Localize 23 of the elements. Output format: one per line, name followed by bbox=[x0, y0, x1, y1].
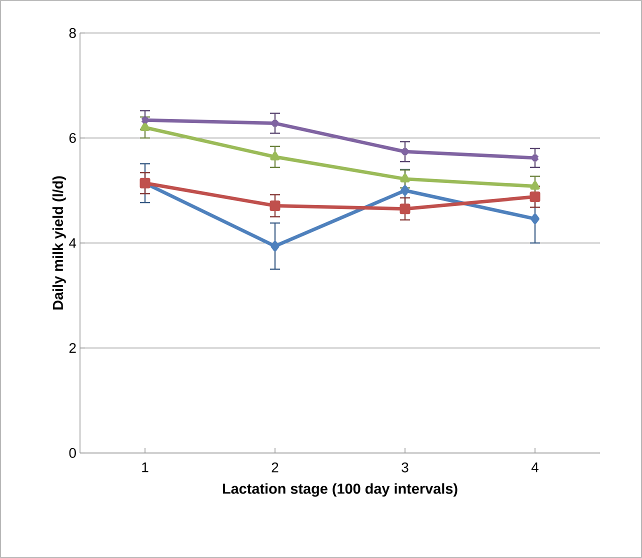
y-axis-title: Daily milk yield (l/d) bbox=[52, 176, 66, 310]
point bbox=[270, 152, 280, 160]
point bbox=[400, 204, 410, 214]
point bbox=[270, 119, 280, 128]
y-tick-label: 8 bbox=[69, 28, 76, 38]
point bbox=[140, 122, 150, 131]
x-tick-label: 4 bbox=[531, 462, 538, 472]
point bbox=[530, 192, 540, 202]
y-tick-label: 0 bbox=[69, 448, 76, 458]
y-tick-label: 4 bbox=[69, 238, 76, 248]
point bbox=[270, 200, 280, 211]
point bbox=[270, 240, 280, 252]
x-tick-label: 1 bbox=[142, 462, 148, 472]
x-axis-title: Lactation stage (100 day intervals) bbox=[222, 483, 458, 497]
point bbox=[400, 174, 410, 182]
y-tick-label: 6 bbox=[69, 133, 76, 143]
x-tick-label: 2 bbox=[272, 462, 278, 472]
x-tick-label: 3 bbox=[402, 462, 408, 472]
point bbox=[530, 181, 540, 190]
point bbox=[530, 214, 540, 224]
point bbox=[400, 147, 410, 156]
y-tick-label: 2 bbox=[69, 343, 76, 353]
point bbox=[400, 185, 410, 196]
